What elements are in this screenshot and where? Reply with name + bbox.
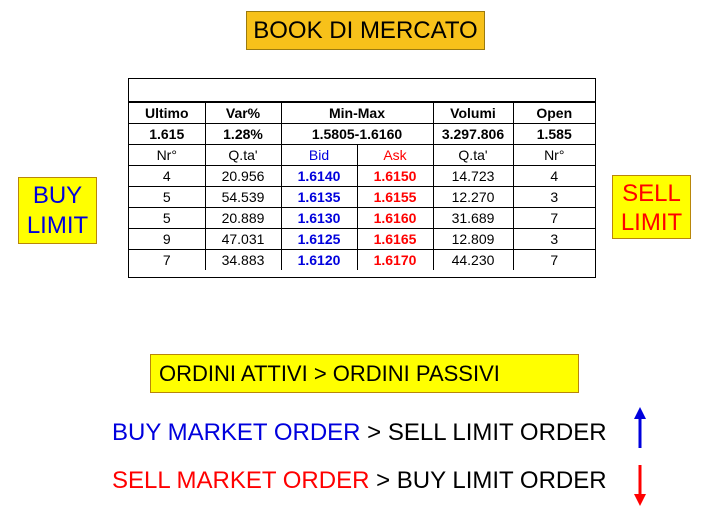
cell: 3 [512, 228, 595, 250]
cell: 3 [512, 186, 595, 208]
header-cell: Var% [204, 102, 282, 124]
ask-cell: 1.6170 [356, 249, 434, 270]
summary-cell: 1.585 [512, 123, 595, 145]
column-header: Nr° [512, 144, 595, 166]
summary-cell: 3.297.806 [432, 123, 514, 145]
cell: 20.889 [204, 207, 282, 229]
cell: 12.270 [432, 186, 514, 208]
order-book-table: Ultimo Var% Min-Max Volumi Open 1.615 1.… [128, 78, 596, 278]
buy-limit-line1: BUY [32, 182, 83, 209]
buy-market-line: BUY MARKET ORDER > SELL LIMIT ORDER [112, 419, 607, 447]
cell: 44.230 [432, 249, 514, 270]
cell: 14.723 [432, 165, 514, 187]
table-row: 5 20.889 1.6130 1.6160 31.689 7 [129, 207, 595, 229]
header-cell: Ultimo [129, 102, 206, 124]
cell: 34.883 [204, 249, 282, 270]
column-header: Q.ta' [204, 144, 282, 166]
bid-cell: 1.6120 [280, 249, 358, 270]
buy-limit-line2: LIMIT [26, 212, 89, 239]
column-header-ask: Ask [356, 144, 434, 166]
column-header: Nr° [129, 144, 206, 166]
cell: 54.539 [204, 186, 282, 208]
table-columns-row: Nr° Q.ta' Bid Ask Q.ta' Nr° [129, 144, 595, 166]
cell: 5 [129, 186, 206, 208]
bid-cell: 1.6135 [280, 186, 358, 208]
order-book-grid: Ultimo Var% Min-Max Volumi Open 1.615 1.… [129, 102, 595, 270]
cell: 9 [129, 228, 206, 250]
column-header-bid: Bid [280, 144, 358, 166]
cell: 31.689 [432, 207, 514, 229]
bid-cell: 1.6125 [280, 228, 358, 250]
buy-limit-label: BUY LIMIT [18, 177, 97, 244]
sell-limit-order-text: > SELL LIMIT ORDER [360, 419, 607, 446]
arrow-up-icon [634, 407, 646, 448]
sell-market-line: SELL MARKET ORDER > BUY LIMIT ORDER [112, 467, 607, 495]
cell: 12.809 [432, 228, 514, 250]
header-cell: Open [512, 102, 595, 124]
ask-cell: 1.6155 [356, 186, 434, 208]
ask-cell: 1.6150 [356, 165, 434, 187]
orders-comparison-box: ORDINI ATTIVI > ORDINI PASSIVI [150, 354, 579, 393]
bid-cell: 1.6130 [280, 207, 358, 229]
sell-market-order-text: SELL MARKET ORDER [112, 467, 370, 494]
header-cell: Volumi [432, 102, 514, 124]
ask-cell: 1.6160 [356, 207, 434, 229]
bid-cell: 1.6140 [280, 165, 358, 187]
table-header-row: Ultimo Var% Min-Max Volumi Open [129, 102, 595, 124]
table-row: 5 54.539 1.6135 1.6155 12.270 3 [129, 186, 595, 208]
summary-cell: 1.5805-1.6160 [280, 123, 434, 145]
cell: 47.031 [204, 228, 282, 250]
sell-limit-line1: SELL [622, 180, 681, 207]
cell: 7 [129, 249, 206, 270]
ask-cell: 1.6165 [356, 228, 434, 250]
table-row: 7 34.883 1.6120 1.6170 44.230 7 [129, 249, 595, 270]
buy-limit-order-text: > BUY LIMIT ORDER [369, 467, 607, 494]
page-title: BOOK DI MERCATO [246, 11, 485, 50]
buy-market-order-text: BUY MARKET ORDER [112, 419, 361, 446]
sell-limit-label: SELL LIMIT [612, 175, 691, 239]
sell-limit-line2: LIMIT [620, 209, 683, 236]
cell: 7 [512, 207, 595, 229]
cell: 4 [129, 165, 206, 187]
table-summary-row: 1.615 1.28% 1.5805-1.6160 3.297.806 1.58… [129, 123, 595, 145]
summary-cell: 1.615 [129, 123, 206, 145]
arrow-down-icon [634, 465, 646, 506]
table-blank-header [129, 79, 595, 102]
cell: 4 [512, 165, 595, 187]
column-header: Q.ta' [432, 144, 514, 166]
header-cell: Min-Max [280, 102, 434, 124]
summary-cell: 1.28% [204, 123, 282, 145]
cell: 5 [129, 207, 206, 229]
table-row: 4 20.956 1.6140 1.6150 14.723 4 [129, 165, 595, 187]
cell: 7 [512, 249, 595, 270]
cell: 20.956 [204, 165, 282, 187]
table-row: 9 47.031 1.6125 1.6165 12.809 3 [129, 228, 595, 250]
